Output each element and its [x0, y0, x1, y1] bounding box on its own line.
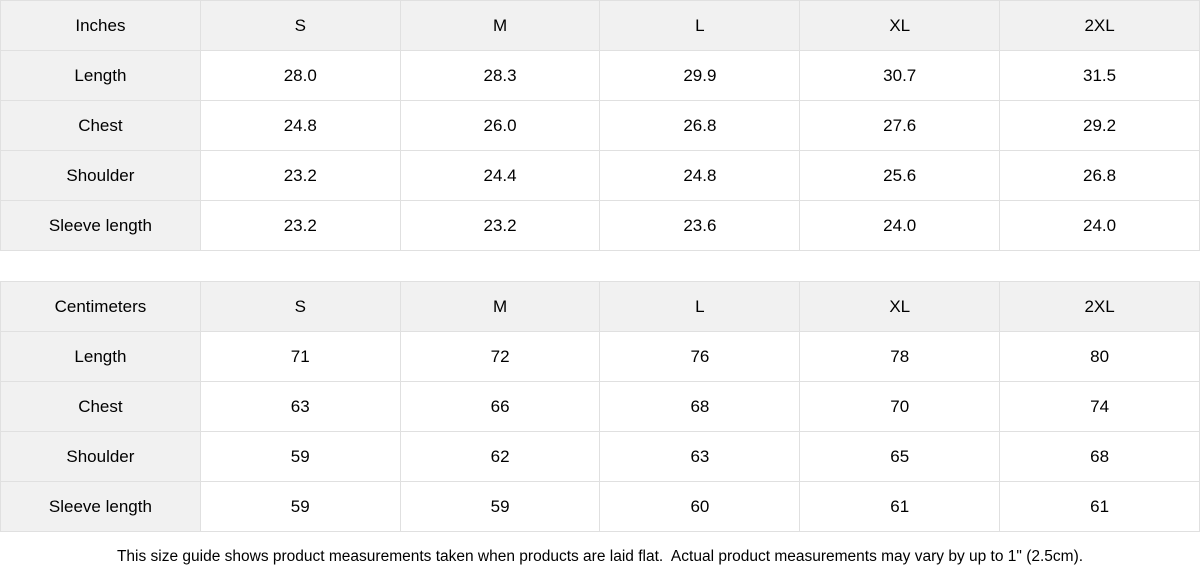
table-row: Shoulder 59 62 63 65 68	[0, 431, 1200, 482]
row-label-cell: Shoulder	[0, 431, 201, 482]
row-label-cell: Length	[0, 50, 201, 101]
size-header-cell: M	[399, 281, 601, 332]
row-label-cell: Sleeve length	[0, 200, 201, 251]
value-cell: 27.6	[799, 100, 1001, 151]
value-cell: 80	[999, 331, 1200, 382]
value-cell: 66	[399, 381, 601, 432]
value-cell: 78	[799, 331, 1001, 382]
table-row: Sleeve length 59 59 60 61 61	[0, 481, 1200, 532]
size-header-cell: S	[199, 0, 401, 51]
value-cell: 30.7	[799, 50, 1001, 101]
value-cell: 72	[399, 331, 601, 382]
value-cell: 24.8	[199, 100, 401, 151]
value-cell: 24.0	[999, 200, 1200, 251]
table-gap	[0, 251, 1200, 281]
value-cell: 59	[199, 431, 401, 482]
value-cell: 61	[999, 481, 1200, 532]
value-cell: 31.5	[999, 50, 1200, 101]
value-cell: 24.0	[799, 200, 1001, 251]
value-cell: 26.8	[599, 100, 801, 151]
row-label-cell: Length	[0, 331, 201, 382]
value-cell: 28.3	[399, 50, 601, 101]
size-header-cell: XL	[799, 0, 1001, 51]
value-cell: 65	[799, 431, 1001, 482]
value-cell: 29.2	[999, 100, 1200, 151]
value-cell: 23.6	[599, 200, 801, 251]
table-row: Chest 24.8 26.0 26.8 27.6 29.2	[0, 100, 1200, 151]
value-cell: 29.9	[599, 50, 801, 101]
row-label-cell: Chest	[0, 100, 201, 151]
value-cell: 68	[999, 431, 1200, 482]
value-cell: 23.2	[199, 200, 401, 251]
value-cell: 74	[999, 381, 1200, 432]
size-header-cell: M	[399, 0, 601, 51]
size-header-cell: L	[599, 281, 801, 332]
value-cell: 24.4	[399, 150, 601, 201]
table-row: Chest 63 66 68 70 74	[0, 381, 1200, 432]
value-cell: 59	[199, 481, 401, 532]
table-row: Length 28.0 28.3 29.9 30.7 31.5	[0, 50, 1200, 101]
table-row: Shoulder 23.2 24.4 24.8 25.6 26.8	[0, 150, 1200, 201]
value-cell: 76	[599, 331, 801, 382]
table-header-row: Inches S M L XL 2XL	[0, 0, 1200, 51]
row-label-cell: Chest	[0, 381, 201, 432]
value-cell: 60	[599, 481, 801, 532]
size-table-inches: Inches S M L XL 2XL Length 28.0 28.3 29.…	[0, 0, 1200, 251]
value-cell: 26.8	[999, 150, 1200, 201]
value-cell: 71	[199, 331, 401, 382]
size-header-cell: 2XL	[999, 281, 1200, 332]
table-row: Sleeve length 23.2 23.2 23.6 24.0 24.0	[0, 200, 1200, 251]
size-header-cell: S	[199, 281, 401, 332]
value-cell: 23.2	[199, 150, 401, 201]
value-cell: 68	[599, 381, 801, 432]
size-header-cell: 2XL	[999, 0, 1200, 51]
row-label-cell: Sleeve length	[0, 481, 201, 532]
value-cell: 23.2	[399, 200, 601, 251]
value-cell: 61	[799, 481, 1001, 532]
unit-header-cell: Centimeters	[0, 281, 201, 332]
table-header-row: Centimeters S M L XL 2XL	[0, 281, 1200, 332]
unit-header-cell: Inches	[0, 0, 201, 51]
value-cell: 28.0	[199, 50, 401, 101]
value-cell: 59	[399, 481, 601, 532]
value-cell: 25.6	[799, 150, 1001, 201]
value-cell: 63	[599, 431, 801, 482]
value-cell: 63	[199, 381, 401, 432]
value-cell: 24.8	[599, 150, 801, 201]
size-guide-note: This size guide shows product measuremen…	[0, 532, 1200, 580]
size-header-cell: XL	[799, 281, 1001, 332]
table-row: Length 71 72 76 78 80	[0, 331, 1200, 382]
row-label-cell: Shoulder	[0, 150, 201, 201]
value-cell: 62	[399, 431, 601, 482]
size-header-cell: L	[599, 0, 801, 51]
value-cell: 70	[799, 381, 1001, 432]
value-cell: 26.0	[399, 100, 601, 151]
size-table-centimeters: Centimeters S M L XL 2XL Length 71 72 76…	[0, 281, 1200, 532]
